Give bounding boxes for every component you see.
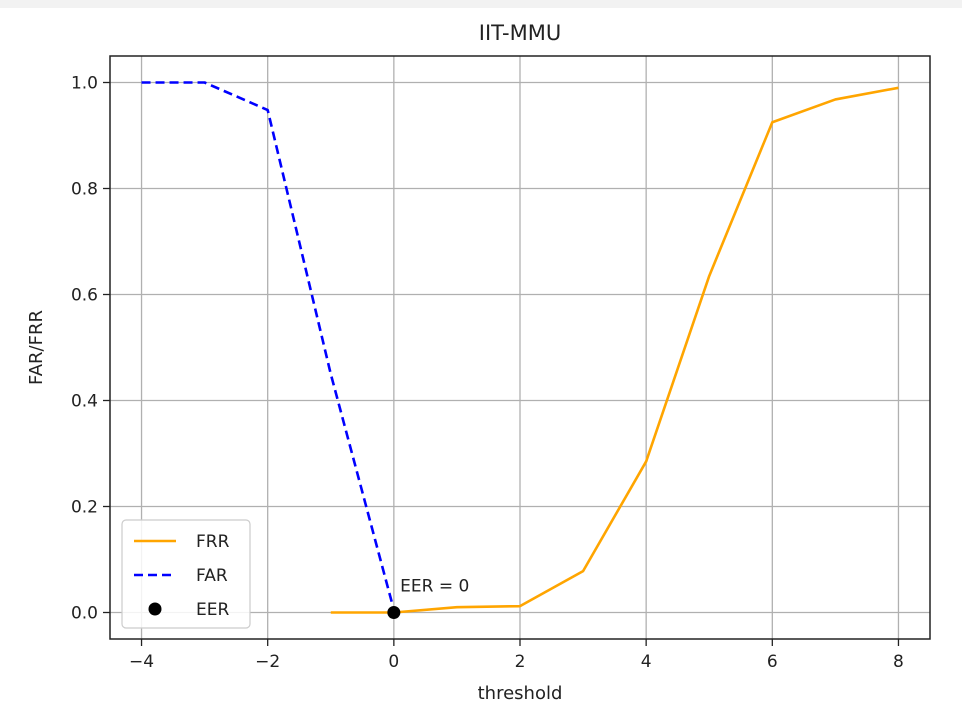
x-tick-label: 8 xyxy=(893,652,904,672)
marker-eer xyxy=(387,606,401,619)
series-layer xyxy=(141,81,899,619)
legend-label-eer: EER xyxy=(196,600,229,620)
x-tick-label: −4 xyxy=(129,652,154,672)
series-line-frr xyxy=(330,86,899,614)
eer-annotation: EER = 0 xyxy=(400,576,469,596)
x-tick-label: 6 xyxy=(767,652,778,672)
y-tick-label: 0.4 xyxy=(71,392,98,412)
y-tick-label: 0.2 xyxy=(71,498,98,518)
y-tick-label: 0.6 xyxy=(71,286,98,306)
y-tick-label: 0.8 xyxy=(71,180,98,200)
labels: −4 −2 0 2 4 6 8 0.0 0.2 0.4 0.6 0.8 1.0 IIT-MMU thresh… xyxy=(26,21,904,704)
legend: FRR FAR EER xyxy=(121,519,251,629)
ticks xyxy=(103,81,900,646)
x-tick-label: 4 xyxy=(641,652,652,672)
legend-label-frr: FRR xyxy=(196,532,230,552)
legend-label-far: FAR xyxy=(196,566,228,586)
top-strip xyxy=(0,0,962,8)
y-axis-label: FAR/FRR xyxy=(26,310,47,385)
x-tick-label: 0 xyxy=(388,652,399,672)
x-axis-label: threshold xyxy=(478,683,563,704)
x-tick-label: −2 xyxy=(255,652,280,672)
series-line-far xyxy=(141,81,396,611)
legend-box xyxy=(121,519,251,629)
y-tick-label: 1.0 xyxy=(71,74,98,94)
chart-title: IIT-MMU xyxy=(479,21,561,45)
x-tick-label: 2 xyxy=(515,652,526,672)
y-tick-label: 0.0 xyxy=(71,604,98,624)
legend-swatch-eer xyxy=(148,602,162,616)
grid xyxy=(110,56,930,639)
